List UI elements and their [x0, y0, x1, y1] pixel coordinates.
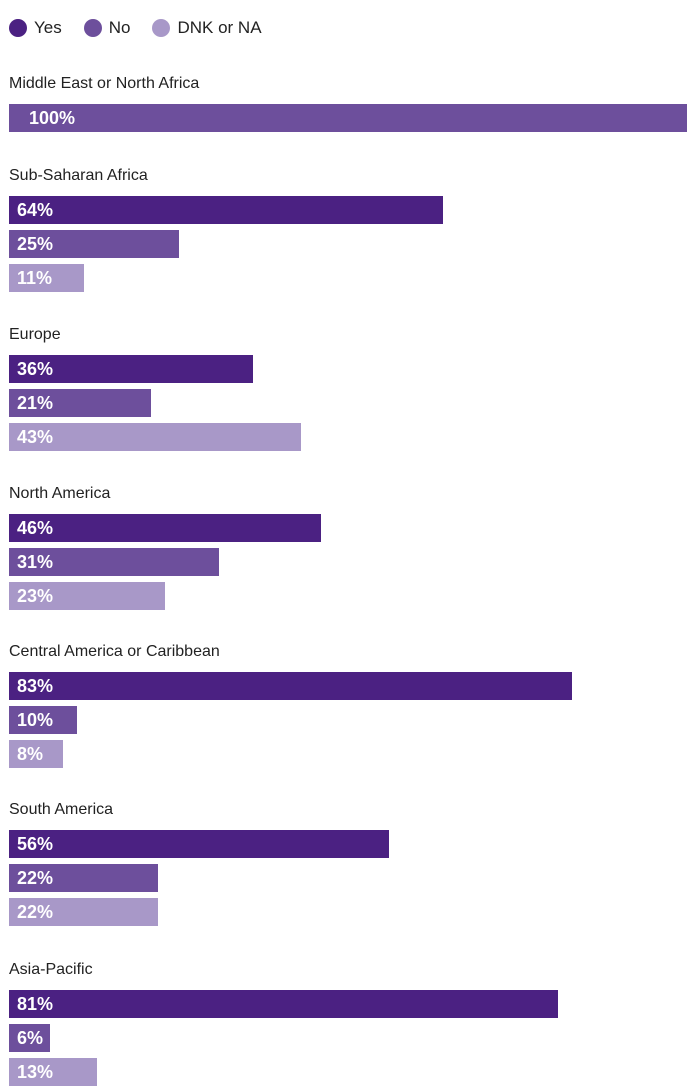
region-label-middle-east-or-north-africa: Middle East or North Africa [9, 75, 200, 92]
region-label-asia-pacific: Asia-Pacific [9, 961, 93, 978]
bar-value-label: 100% [29, 108, 76, 128]
bar-value-label: 64% [17, 200, 54, 220]
legend-item-yes: Yes [9, 19, 62, 37]
bar-central-america-or-caribbean-yes: 83% [9, 672, 572, 700]
bar-value-label: 21% [17, 393, 54, 413]
bar-middle-east-or-north-africa-no: 100% [9, 104, 687, 132]
legend-swatch-dnk [152, 19, 171, 37]
legend-label-yes: Yes [34, 18, 62, 37]
bar-value-label: 83% [17, 676, 54, 696]
bar-asia-pacific-dnk-or-na: 13% [9, 1058, 97, 1086]
bar-value-label: 43% [17, 427, 54, 447]
legend-swatch-yes [9, 19, 27, 37]
bar-value-label: 11% [17, 268, 53, 288]
bar-value-label: 22% [17, 868, 54, 888]
bar-europe-yes: 36% [9, 355, 253, 383]
bar-europe-dnk-or-na: 43% [9, 423, 301, 451]
legend-item-dnk: DNK or NA [152, 18, 262, 37]
bar-sub-saharan-africa-yes: 64% [9, 196, 443, 224]
bar-central-america-or-caribbean-dnk-or-na: 8% [9, 740, 63, 768]
bar-value-label: 23% [17, 586, 54, 606]
bar-value-label: 36% [17, 359, 54, 379]
bar-asia-pacific-yes: 81% [9, 990, 558, 1018]
bar-value-label: 10% [17, 710, 54, 730]
bar-south-america-no: 22% [9, 864, 158, 892]
bar-value-label: 25% [17, 234, 54, 254]
legend-label-dnk: DNK or NA [177, 18, 262, 37]
bar-value-label: 31% [17, 552, 54, 572]
bar-north-america-no: 31% [9, 548, 219, 576]
region-label-central-america-or-caribbean: Central America or Caribbean [9, 643, 220, 660]
bar-sub-saharan-africa-dnk-or-na: 11% [9, 264, 84, 292]
legend-item-no: No [83, 18, 131, 37]
bar-value-label: 46% [17, 518, 54, 538]
bar-value-label: 22% [17, 902, 54, 922]
bar-north-america-dnk-or-na: 23% [9, 582, 165, 610]
bar-south-america-dnk-or-na: 22% [9, 898, 158, 926]
bar-asia-pacific-no: 6% [9, 1024, 50, 1052]
legend-swatch-no [83, 19, 102, 37]
region-label-south-america: South America [9, 801, 114, 818]
region-label-north-america: North America [9, 485, 111, 502]
bar-south-america-yes: 56% [9, 830, 389, 858]
bar-value-label: 6% [17, 1028, 44, 1048]
bar-central-america-or-caribbean-no: 10% [9, 706, 77, 734]
region-label-sub-saharan-africa: Sub-Saharan Africa [9, 167, 148, 184]
region-label-europe: Europe [9, 326, 61, 343]
bar-value-label: 8% [17, 744, 44, 764]
legend-label-no: No [108, 18, 131, 37]
bar-value-label: 81% [17, 994, 54, 1014]
bar-sub-saharan-africa-no: 25% [9, 230, 179, 258]
bar-value-label: 56% [17, 834, 54, 854]
bar-europe-no: 21% [9, 389, 151, 417]
bar-north-america-yes: 46% [9, 514, 321, 542]
legend: Yes No DNK or NA [9, 17, 262, 39]
bar-value-label: 13% [17, 1062, 54, 1082]
